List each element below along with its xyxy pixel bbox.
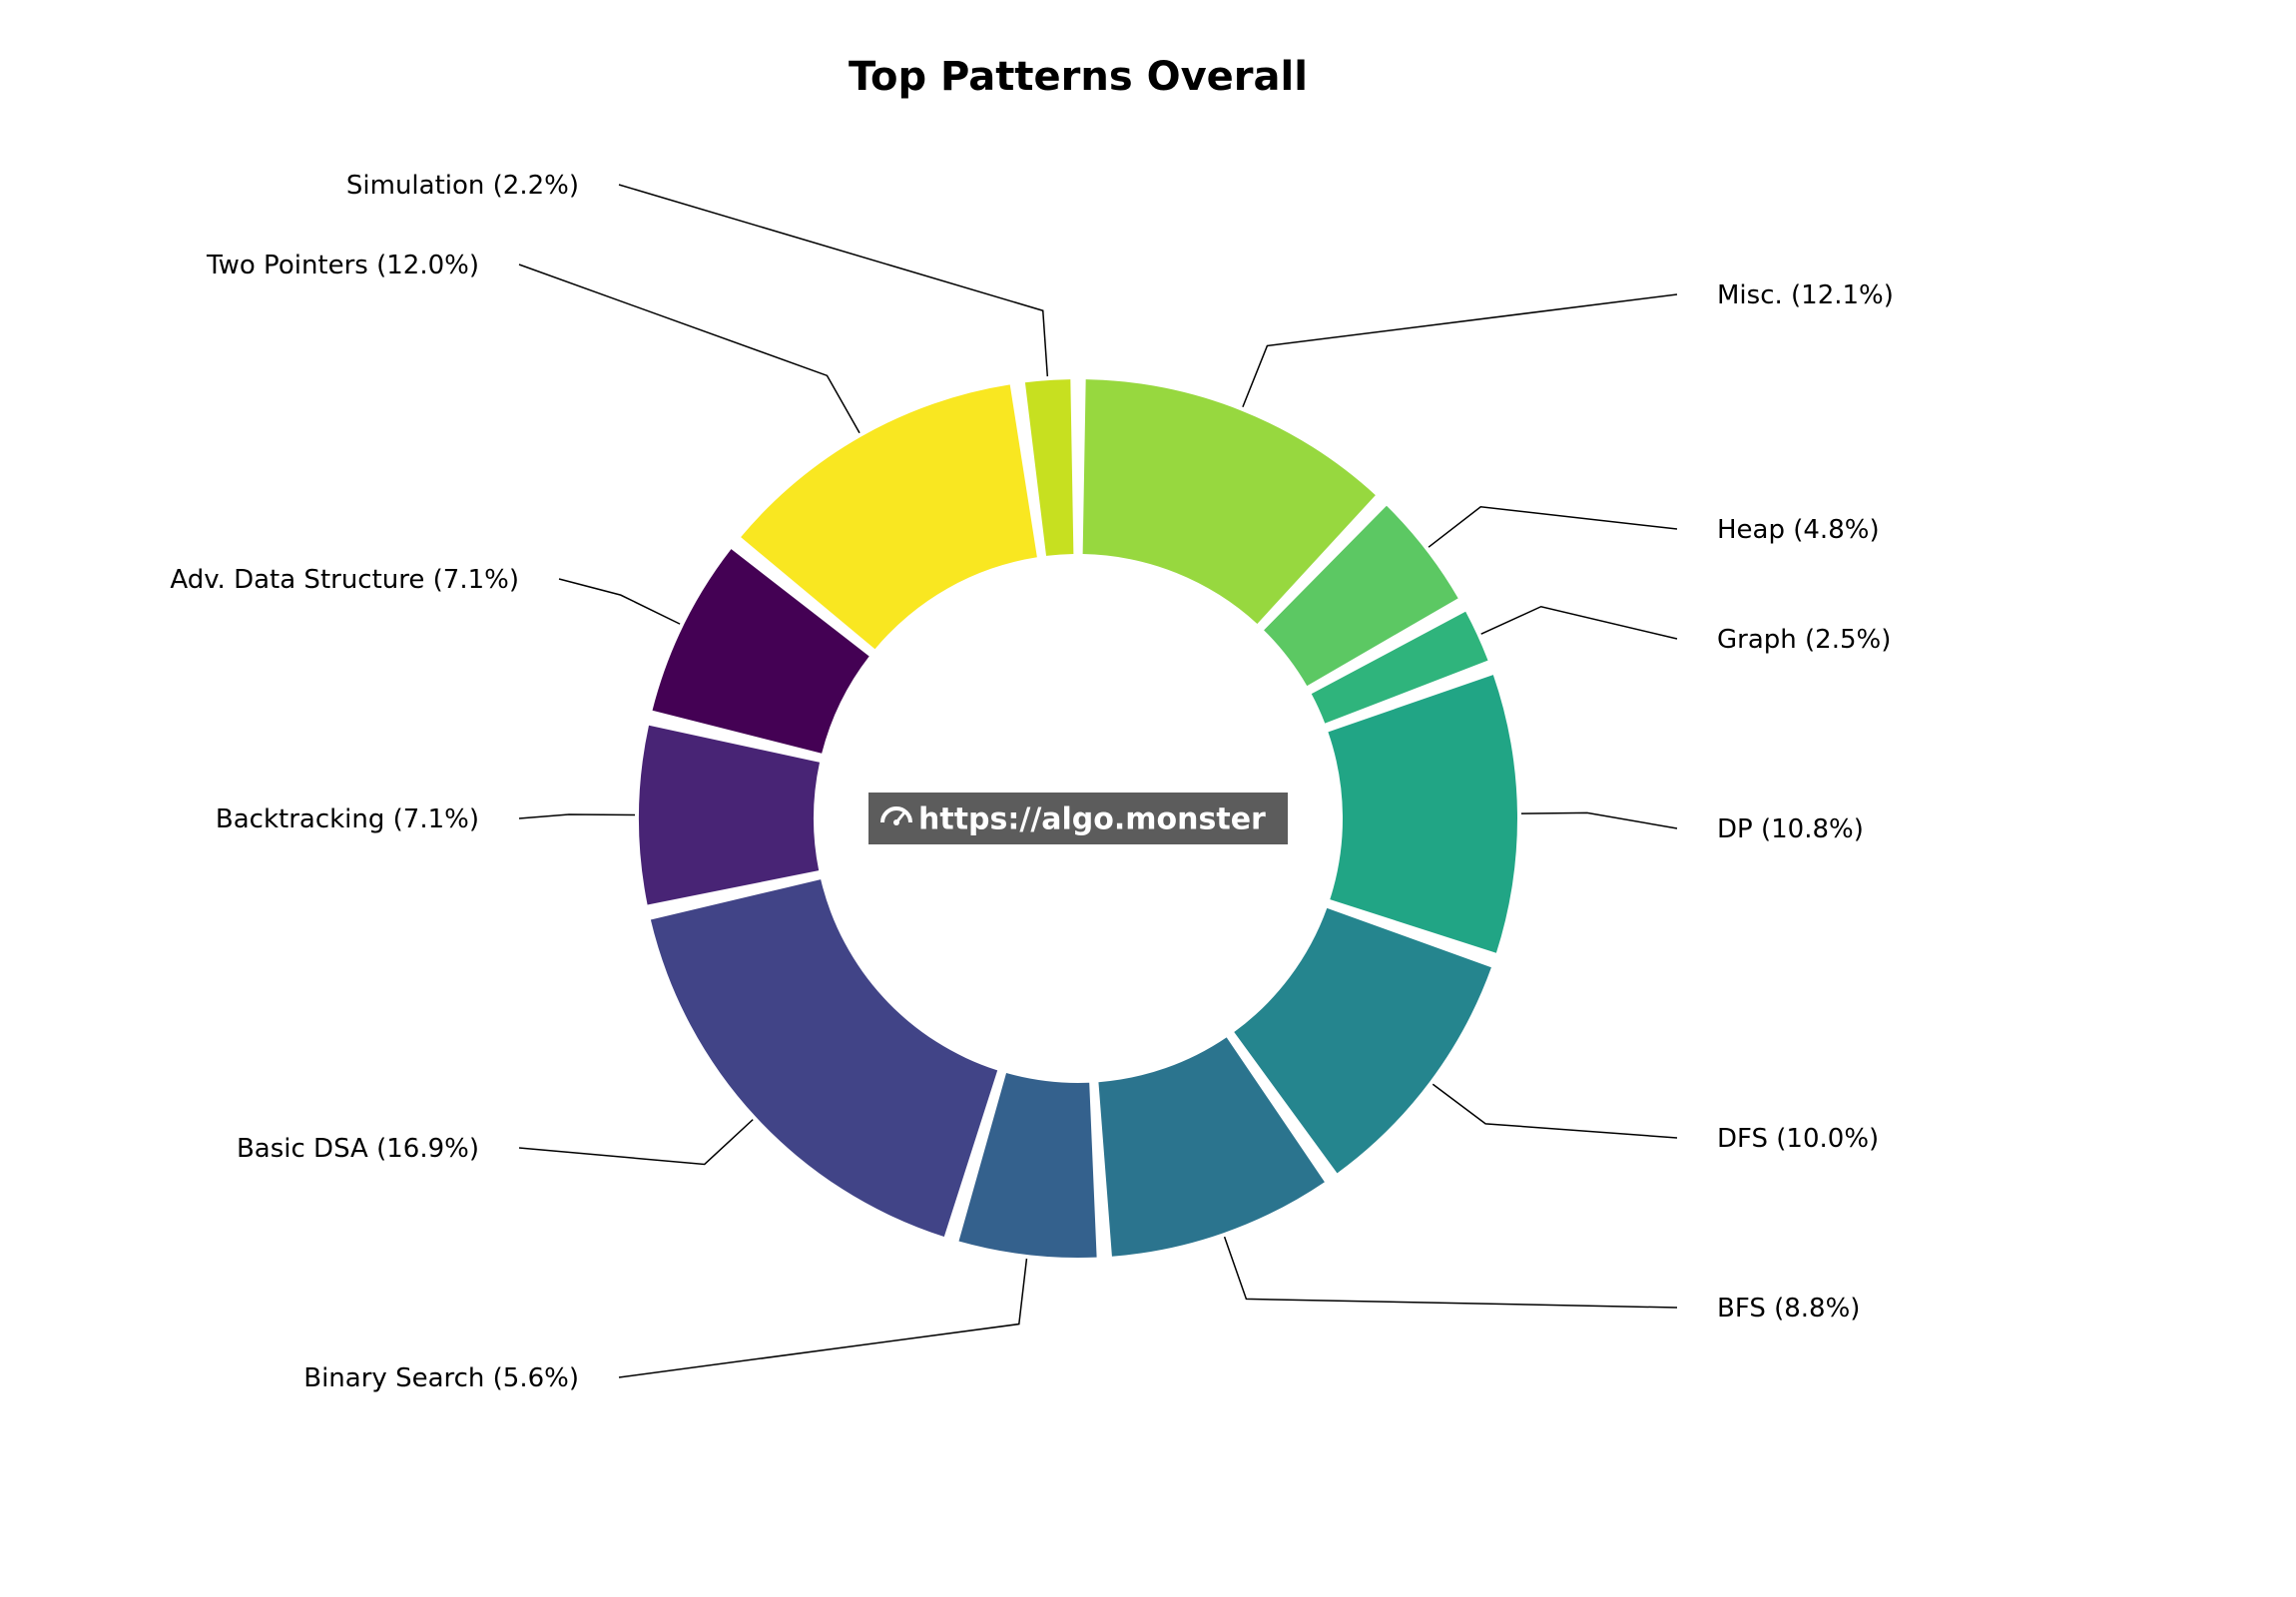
label-basic-dsa: Basic DSA (16.9%) (237, 1134, 479, 1164)
label-dp: DP (10.8%) (1717, 814, 1864, 844)
leader-basic-dsa (519, 1120, 753, 1165)
label-misc-: Misc. (12.1%) (1717, 280, 1894, 310)
label-simulation: Simulation (2.2%) (346, 171, 579, 201)
leader-misc- (1243, 294, 1677, 407)
donut-chart-container: Top Patterns Overall Misc. (12.1%) Heap (… (0, 0, 2296, 1597)
label-two-pointers: Two Pointers (12.0%) (206, 251, 479, 280)
leader-dp (1521, 812, 1677, 828)
leader-bfs (1225, 1237, 1677, 1308)
leader-graph (1481, 607, 1677, 639)
slice-dp (1328, 675, 1517, 953)
chart-title: Top Patterns Overall (849, 54, 1308, 100)
leader-two-pointers (519, 265, 860, 433)
watermark: https://algo.monster (868, 793, 1288, 844)
label-bfs: BFS (8.8%) (1717, 1294, 1860, 1324)
leader-simulation (619, 185, 1047, 376)
leader-binary-search (619, 1259, 1026, 1377)
donut-chart-svg: Top Patterns Overall Misc. (12.1%) Heap (… (0, 0, 2296, 1597)
label-dfs: DFS (10.0%) (1717, 1124, 1879, 1154)
label-graph: Graph (2.5%) (1717, 625, 1891, 655)
label-binary-search: Binary Search (5.6%) (303, 1363, 579, 1393)
label-adv-data-structure: Adv. Data Structure (7.1%) (170, 565, 519, 595)
leader-heap (1429, 507, 1677, 547)
slice-basic-dsa (651, 879, 997, 1237)
slice-backtracking (639, 726, 820, 905)
leader-backtracking (519, 814, 635, 818)
leader-dfs (1433, 1084, 1677, 1138)
watermark-text: https://algo.monster (918, 802, 1266, 837)
label-backtracking: Backtracking (7.1%) (216, 804, 479, 834)
label-heap: Heap (4.8%) (1717, 515, 1880, 545)
leader-adv-data-structure (559, 579, 680, 624)
